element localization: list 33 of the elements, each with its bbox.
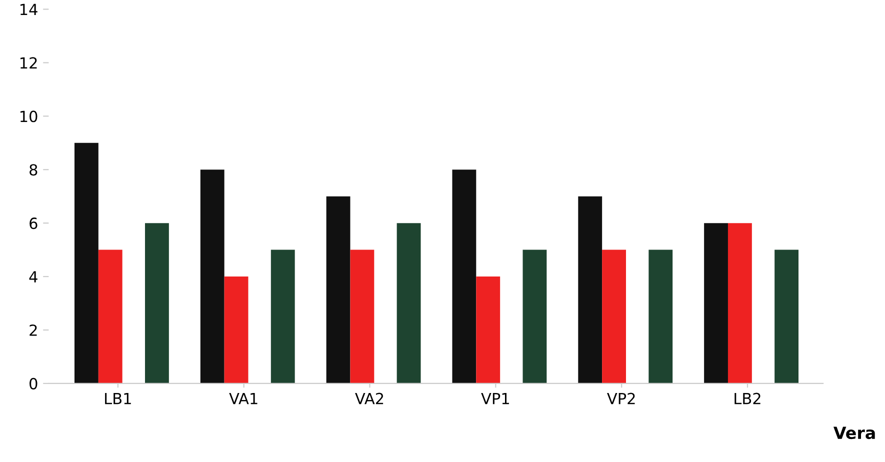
bar (74, 142, 98, 384)
x-tick-label: LB2 (734, 392, 760, 404)
bar (602, 250, 626, 384)
bar (396, 223, 421, 384)
bar (350, 250, 374, 384)
bar (270, 250, 295, 384)
y-tick-label: 6 (30, 218, 38, 230)
x-tick-label: LB1 (105, 392, 131, 404)
y-tick-label: 0 (30, 378, 38, 390)
y-tick-label: 10 (20, 110, 38, 122)
y-tick-label: 4 (29, 271, 38, 282)
y-tick-label: 12 (20, 57, 37, 69)
x-tick-label: VA1 (229, 392, 258, 404)
bar (224, 276, 248, 384)
bar (578, 196, 602, 384)
bar (98, 250, 122, 384)
x-tick-label: VP1 (481, 392, 509, 404)
bar (145, 223, 169, 384)
x-tick-label: VA2 (355, 392, 384, 404)
y-tick-label: 2 (30, 324, 37, 336)
x-tick-label: VP2 (607, 392, 635, 404)
bar (728, 223, 752, 384)
bar (476, 276, 500, 384)
bar (326, 196, 350, 384)
y-tick-label: 14 (20, 4, 38, 16)
bar (774, 250, 798, 384)
x-axis-title: Vera (833, 426, 875, 440)
bar (648, 250, 673, 384)
bar (704, 223, 728, 384)
bar (200, 170, 224, 384)
bar (452, 170, 476, 384)
bar (522, 250, 547, 384)
y-tick-label: 8 (30, 164, 38, 176)
